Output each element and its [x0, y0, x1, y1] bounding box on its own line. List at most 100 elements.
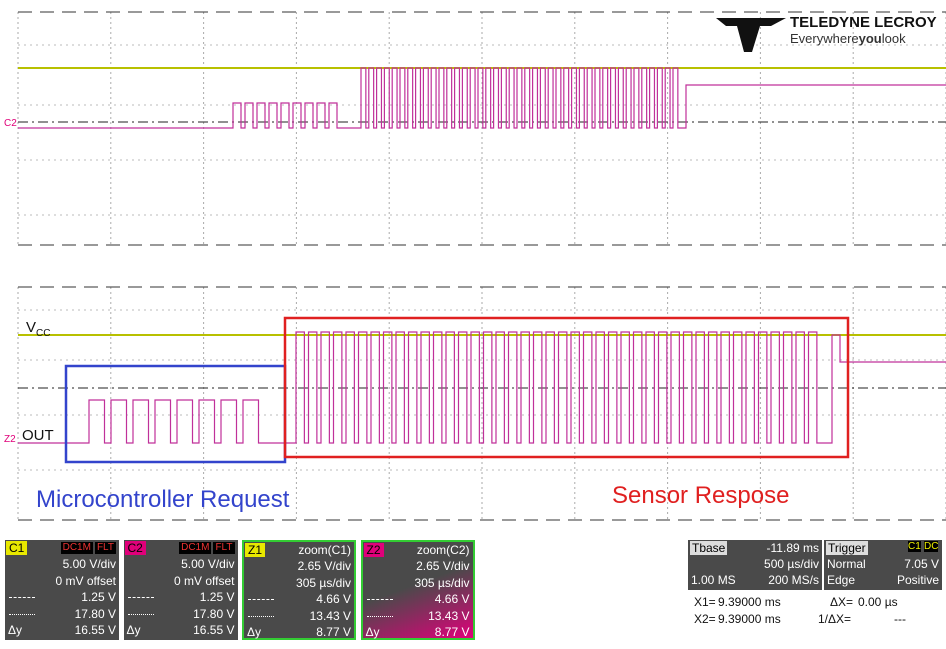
- channel-panel: Z1 zoom(C1) 2.65 V/div 305 µs/div 4.66 V 13.4…: [242, 540, 356, 640]
- channel-name: Z2: [363, 543, 384, 557]
- channel-header: Z1 zoom(C1): [244, 542, 351, 558]
- channel-panel: Z2 zoom(C2) 2.65 V/div 305 µs/div 4.66 V 13.4…: [360, 540, 475, 640]
- logo-mark: [716, 18, 786, 52]
- dx-value: 0.00 µs: [858, 595, 898, 609]
- channel-header: C2 FLT DC1M: [124, 540, 235, 556]
- row-value: 5.00 V/div: [181, 557, 235, 571]
- channel-row: 4.66 V: [244, 592, 351, 607]
- vcc-main: V: [26, 319, 36, 336]
- channel-row: Δy 8.77 V: [244, 625, 351, 640]
- row-value: 13.43 V: [309, 608, 351, 623]
- row-value: 1.25 V: [81, 590, 116, 604]
- channel-panel: C2 FLT DC1M 5.00 V/div 0 mV offset 1.25 V 17.8…: [123, 540, 238, 640]
- row-value: 13.43 V: [428, 608, 470, 623]
- row-value: 16.55 V: [74, 623, 116, 637]
- x1-value: 9.39000 ms: [718, 595, 781, 609]
- row-marker: [366, 615, 393, 617]
- channel-row: 2.65 V/div: [363, 559, 470, 574]
- row-value: 8.77 V: [316, 625, 351, 639]
- channel-tag: DC1M: [179, 542, 212, 554]
- tbase-label: Tbase: [690, 541, 728, 555]
- response-box: [283, 316, 850, 459]
- waveform-top: [18, 67, 946, 129]
- row-value: 17.80 V: [74, 606, 116, 621]
- row-marker: [248, 615, 274, 617]
- tbase-rate: 200 MS/s: [768, 573, 819, 587]
- row-value: 2.65 V/div: [416, 559, 470, 573]
- row-marker: [366, 599, 393, 600]
- tbase-scale: 500 µs/div: [764, 557, 819, 571]
- trigger-panel: Trigger C1 DC Normal 7.05 V Edge Positiv…: [824, 540, 942, 590]
- trigger-coupling: DC: [924, 541, 939, 552]
- row-label: Δy: [8, 623, 23, 637]
- channel-tag: FLT: [213, 542, 235, 554]
- row-value: 305 µs/div: [414, 575, 470, 590]
- row-value: 2.65 V/div: [297, 559, 351, 573]
- trace-label-bottom: Z2: [4, 434, 16, 445]
- channel-header: Z2 zoom(C2): [363, 542, 470, 558]
- channel-row: 1.25 V: [5, 590, 116, 605]
- row-marker: [248, 599, 274, 600]
- channel-row: Δy 16.55 V: [124, 623, 235, 638]
- trigger-level: 7.05 V: [904, 557, 939, 571]
- row-value: 16.55 V: [193, 623, 235, 637]
- channel-name: C1: [6, 541, 28, 555]
- row-label: Δy: [365, 625, 380, 639]
- cursor-panel: X1= 9.39000 ms ΔX= 0.00 µs X2= 9.39000 m…: [688, 593, 942, 629]
- tbase-delay: -11.89 ms: [766, 541, 819, 555]
- dx-label: ΔX=: [830, 595, 854, 609]
- row-value: 4.66 V: [316, 592, 351, 606]
- request-annotation: Microcontroller Request: [36, 486, 290, 513]
- tagline-bold: you: [859, 31, 882, 46]
- channel-tag: FLT: [94, 542, 116, 554]
- channel-panel: C1 FLT DC1M 5.00 V/div 0 mV offset 1.25 V 17.8…: [5, 540, 119, 640]
- channel-row: Δy 8.77 V: [363, 625, 470, 640]
- channel-row: 17.80 V: [5, 607, 116, 622]
- response-annotation: Sensor Respose: [612, 482, 789, 509]
- trigger-mode: Normal: [827, 557, 866, 571]
- row-value: 8.77 V: [434, 625, 470, 639]
- channel-row: 2.65 V/div: [244, 559, 351, 574]
- out-label: OUT: [22, 427, 54, 444]
- row-label: Δy: [126, 623, 141, 637]
- row-marker: [9, 613, 35, 615]
- x1-label: X1=: [694, 595, 716, 609]
- logo-brand: TELEDYNE LECROY: [790, 14, 937, 31]
- scope-display: TELEDYNE LECROY Everywhereyoulook C2 Z2 …: [4, 11, 946, 521]
- channel-source: zoom(C2): [416, 543, 470, 557]
- channel-name: C2: [124, 541, 146, 555]
- vcc-label: VCC: [26, 319, 50, 339]
- channel-name: Z1: [245, 543, 266, 557]
- channel-row: 0 mV offset: [5, 574, 116, 589]
- tagline-post: look: [882, 31, 906, 46]
- row-value: 0 mV offset: [55, 573, 116, 588]
- logo-tagline: Everywhereyoulook: [790, 31, 906, 46]
- timebase-panel: Tbase -11.89 ms 500 µs/div 1.00 MS 200 M…: [688, 540, 822, 590]
- channel-row: 1.25 V: [124, 590, 235, 605]
- tbase-samples: 1.00 MS: [691, 573, 736, 587]
- inv-label: 1/ΔX=: [818, 612, 852, 626]
- vcc-sub: CC: [36, 328, 50, 339]
- waveform-bottom: [18, 331, 946, 444]
- x2-label: X2=: [694, 612, 716, 626]
- channel-row: 305 µs/div: [363, 576, 470, 591]
- channel-tag: DC1M: [60, 542, 93, 554]
- x2-value: 9.39000 ms: [718, 612, 781, 626]
- row-value: 1.25 V: [199, 590, 235, 604]
- trace-label-top: C2: [4, 118, 17, 129]
- channel-row: 13.43 V: [363, 609, 470, 624]
- channel-header: C1 FLT DC1M: [5, 540, 116, 556]
- trigger-type: Edge: [827, 573, 856, 587]
- row-value: 4.66 V: [434, 592, 470, 606]
- request-box: [64, 364, 287, 464]
- channel-row: 4.66 V: [363, 592, 470, 607]
- row-value: 305 µs/div: [296, 575, 351, 590]
- channel-row: 5.00 V/div: [5, 557, 116, 572]
- row-marker: [9, 597, 35, 598]
- tagline-pre: Everywhere: [790, 31, 859, 46]
- channel-row: 0 mV offset: [124, 573, 235, 589]
- row-value: 0 mV offset: [174, 573, 235, 588]
- channel-row: 13.43 V: [244, 609, 351, 624]
- trigger-source: C1: [908, 541, 921, 552]
